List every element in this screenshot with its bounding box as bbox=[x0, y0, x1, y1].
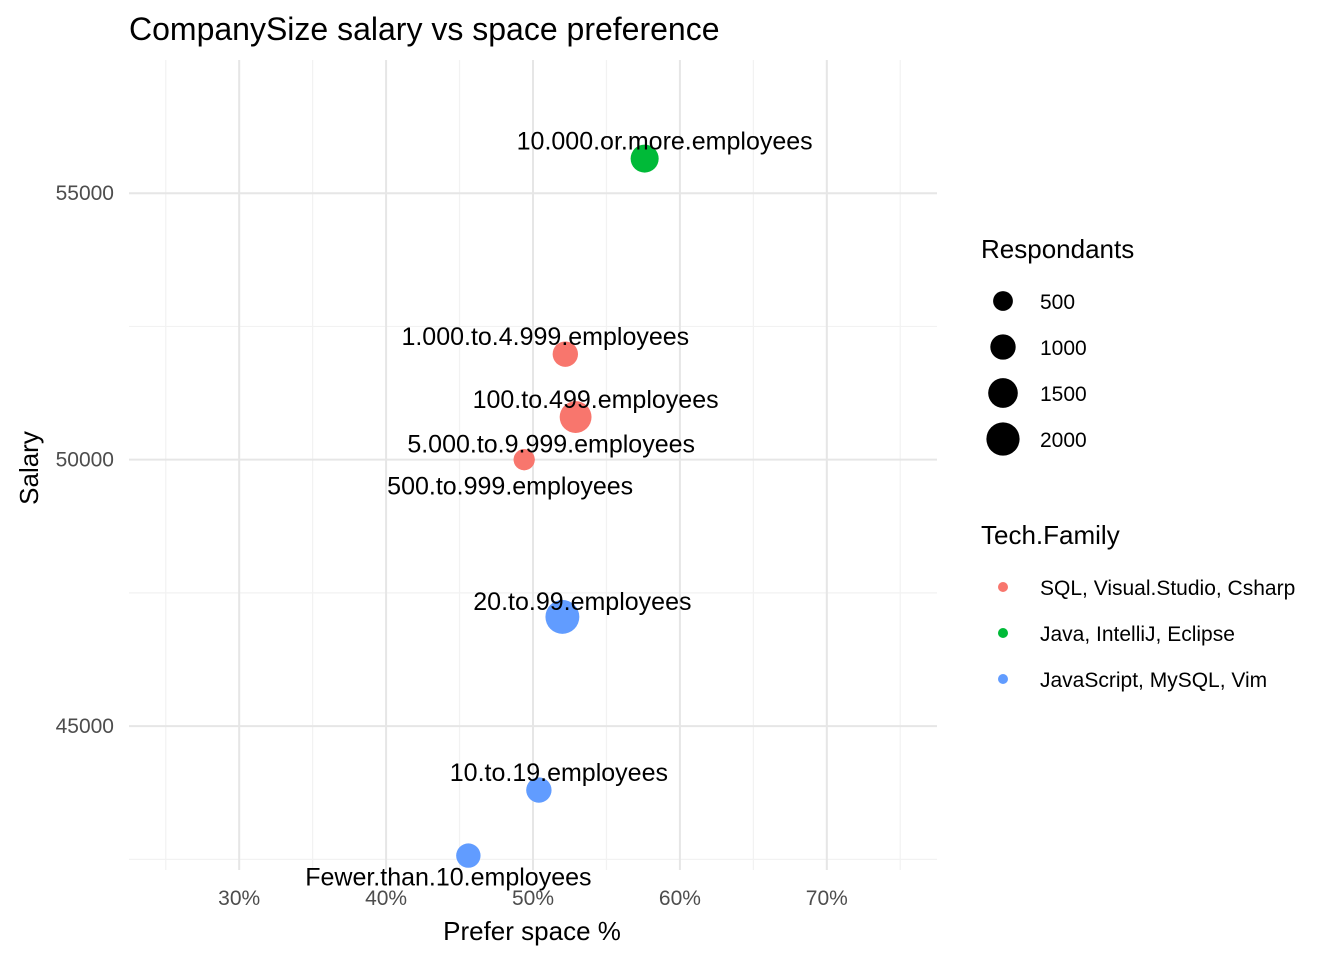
data-point bbox=[456, 843, 481, 868]
y-axis-title: Salary bbox=[14, 431, 44, 505]
point-label: 1.000.to.4.999.employees bbox=[401, 323, 689, 351]
point-label: 500.to.999.employees bbox=[387, 473, 633, 501]
data-point bbox=[513, 449, 535, 471]
chart-title: CompanySize salary vs space preference bbox=[129, 11, 720, 47]
y-tick-label: 50000 bbox=[56, 449, 114, 472]
color-legend-items: SQL, Visual.Studio, Csharp Java, IntelliJ… bbox=[998, 577, 1295, 692]
y-tick-label: 55000 bbox=[56, 182, 114, 205]
x-tick-label: 60% bbox=[659, 887, 701, 910]
data-point bbox=[552, 341, 579, 367]
point-label: 20.to.99.employees bbox=[473, 588, 691, 616]
data-point bbox=[559, 401, 592, 433]
size-legend-label: 2000 bbox=[1040, 429, 1087, 452]
color-legend-key bbox=[998, 628, 1008, 638]
x-tick-label: 30% bbox=[218, 887, 260, 910]
size-legend-key bbox=[986, 422, 1020, 456]
size-legend-title: Respondants bbox=[981, 234, 1134, 264]
size-legend-key bbox=[990, 334, 1016, 360]
color-legend-key bbox=[998, 582, 1008, 592]
size-legend-label: 500 bbox=[1040, 291, 1075, 314]
size-legend-key bbox=[988, 378, 1018, 408]
size-legend-label: 1500 bbox=[1040, 383, 1087, 406]
point-label: 10.000.or.more.employees bbox=[517, 128, 813, 156]
point-label: Fewer.than.10.employees bbox=[305, 864, 591, 892]
size-legend-key bbox=[993, 291, 1013, 311]
color-legend-label: Java, IntelliJ, Eclipse bbox=[1040, 623, 1235, 646]
data-point bbox=[630, 144, 659, 173]
size-legend-items: 500 1000 1500 2000 bbox=[986, 291, 1087, 456]
point-label: 10.to.19.employees bbox=[450, 759, 668, 787]
point-label: 5.000.to.9.999.employees bbox=[407, 431, 695, 459]
x-axis-title: Prefer space % bbox=[443, 916, 621, 946]
point-label-layer: 10.000.or.more.employees 1.000.to.4.999.e… bbox=[305, 128, 812, 892]
color-legend-key bbox=[998, 674, 1008, 684]
point-layer bbox=[456, 144, 659, 868]
x-tick-label: 70% bbox=[806, 887, 848, 910]
color-legend-label: SQL, Visual.Studio, Csharp bbox=[1040, 577, 1295, 600]
y-tick-label: 45000 bbox=[56, 715, 114, 738]
data-point bbox=[526, 777, 552, 803]
x-tick-label: 40% bbox=[365, 887, 407, 910]
point-label: 100.to.499.employees bbox=[473, 386, 719, 414]
grid-layer bbox=[129, 60, 937, 870]
size-legend-label: 1000 bbox=[1040, 337, 1087, 360]
color-legend: Tech.Family SQL, Visual.Studio, Csharp Ja… bbox=[981, 520, 1295, 692]
color-legend-label: JavaScript, MySQL, Vim bbox=[1040, 669, 1267, 692]
x-tick-label: 50% bbox=[512, 887, 554, 910]
size-legend: Respondants 500 1000 1500 2000 bbox=[981, 234, 1134, 456]
color-legend-title: Tech.Family bbox=[981, 520, 1120, 550]
data-point bbox=[545, 599, 580, 634]
tick-layer: 30% 40% 50% 60% 70% 45000 50000 55000 bbox=[56, 182, 848, 910]
